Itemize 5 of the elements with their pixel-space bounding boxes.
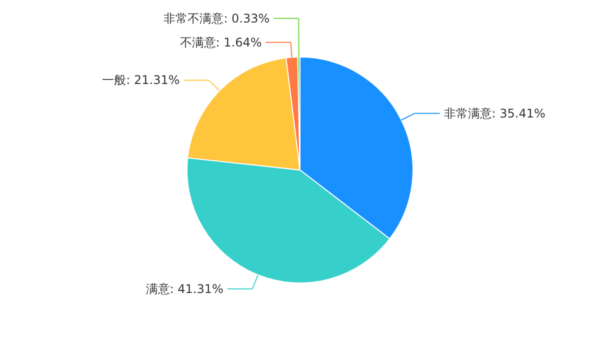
slice-label: 一般: 21.31%	[102, 73, 180, 88]
legend-label: 非常不满意: 0.33%	[164, 11, 270, 26]
slice-label: 不满意: 1.64%	[180, 35, 262, 50]
slice-label: 满意: 41.31%	[146, 282, 224, 296]
slice-label: 非常满意: 35.41%	[444, 106, 546, 120]
